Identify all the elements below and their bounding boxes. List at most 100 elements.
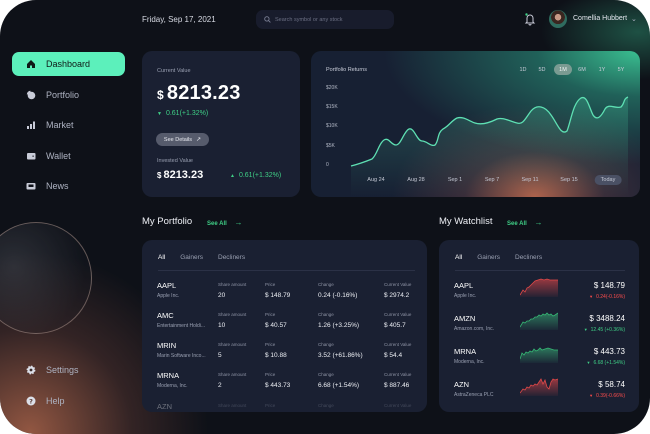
stock-change: ▼ 6.68 (+1.54%) [586,360,625,366]
change: 0.24 (-0.16%) [318,292,358,299]
sidebar-item-label: Portfolio [46,89,80,100]
watchlist-card: All Gainers Decliners AAPL Apple Inc. $ … [439,240,639,412]
current-value: $ 887.46 [384,382,410,389]
search-bar[interactable] [256,10,394,29]
watchlist-item[interactable]: AMZN Amazon.com, Inc. $ 3488.24 ▼ 12.45 (… [439,312,639,344]
table-row[interactable]: AMC Entertainment Holdi... Share amount … [142,311,427,341]
stock-price: $ 3488.24 [589,314,625,323]
newspaper-icon [26,181,36,191]
col-label-change: Change [318,342,334,347]
stock-change: ▼ 0.24(-0.16%) [589,294,625,300]
watchlist-item[interactable]: AZN AstraZeneca PLC $ 58.74 ▼ 0.39(-0.66%… [439,378,639,410]
portfolio-returns-card: Portfolio Returns 1D 5D 1M 6M 1Y 5Y $20K… [311,51,640,197]
change: 1.26 (+3.25%) [318,322,360,329]
decorative-orb [0,222,92,334]
portfolio-table-card: All Gainers Decliners AAPL Apple Inc. Sh… [142,240,427,412]
current-change: ▼ 0.61(+1.32%) [157,110,209,117]
period-1d[interactable]: 1D [519,66,527,73]
price: $ 10.88 [265,352,287,359]
tab-all[interactable]: All [158,254,174,271]
col-label-price: Price [265,282,276,287]
stock-symbol: AMC [157,311,174,320]
arrow-up-right-icon: ↗ [196,137,202,143]
col-label-price: Price [265,403,276,408]
company-name: Entertainment Holdi... [157,323,206,329]
change: 6.68 (+1.54%) [318,382,360,389]
col-label-price: Price [265,342,276,347]
price: $ 148.79 [265,292,291,299]
notification-bell-icon[interactable] [524,12,536,26]
period-1y[interactable]: 1Y [598,66,606,73]
table-row[interactable]: AZN Share amount Price Change Current Va… [142,402,427,412]
tab-gainers[interactable]: Gainers [477,254,500,261]
col-label-price: Price [265,312,276,317]
col-label-current-value: Current Value [384,403,412,408]
sidebar-item-dashboard[interactable]: Dashboard [12,52,125,76]
sidebar-item-wallet[interactable]: Wallet [12,144,125,168]
sidebar-item-market[interactable]: Market [12,113,125,137]
x-tick: Sep 15 [560,177,578,183]
user-name[interactable]: Comellia Hubbert [573,15,628,22]
current-value: $ 405.7 [384,322,406,329]
tab-all[interactable]: All [455,254,471,271]
current-date: Friday, Sep 17, 2021 [142,15,216,24]
invested-value-label: Invested Value [157,158,193,164]
table-row[interactable]: MRNA Moderna, Inc. Share amount 2 Price … [142,371,427,401]
stock-symbol: AAPL [454,281,474,290]
period-5y[interactable]: 5Y [617,66,625,73]
sidebar-item-portfolio[interactable]: Portfolio [12,83,125,107]
stock-price: $ 443.73 [593,347,625,356]
stock-change: ▼ 0.39(-0.66%) [589,393,625,399]
sidebar-item-settings[interactable]: Settings [12,358,125,382]
sidebar-item-help[interactable]: ? Help [12,389,125,413]
tab-decliners[interactable]: Decliners [515,254,543,261]
col-label-shares: Share amount [218,342,247,347]
x-tick: Sep 7 [484,177,500,183]
current-value-label: Current Value [157,68,191,74]
watchlist-section-title: My Watchlist [439,216,493,227]
company-name: Amazon.com, Inc. [454,326,495,332]
current-value: $ 54.4 [384,352,403,359]
table-row[interactable]: MRIN Marin Software Inco... Share amount… [142,341,427,371]
period-6m[interactable]: 6M [578,66,586,73]
sidebar-item-label: Dashboard [46,59,91,69]
table-row[interactable]: AAPL Apple Inc. Share amount 20 Price $ … [142,281,427,311]
arrow-right-icon: → [234,218,243,227]
avatar[interactable] [549,10,567,28]
period-1m[interactable]: 1M [554,64,572,75]
search-input[interactable] [275,16,385,23]
sparkline-chart [520,312,558,330]
sidebar-item-label: News [46,181,69,191]
watchlist-item[interactable]: MRNA Moderna, Inc. $ 443.73 ▼ 6.68 (+1.54… [439,347,639,377]
stock-price: $ 58.74 [598,380,625,389]
y-tick: 0 [326,162,329,168]
tab-decliners[interactable]: Decliners [218,254,246,261]
y-tick: $15K [326,104,338,110]
current-value: $ 2974.2 [384,292,410,299]
company-name: AstraZeneca PLC [454,392,494,398]
share-amount: 20 [218,292,226,299]
col-label-change: Change [318,282,334,287]
sidebar-item-news[interactable]: News [12,174,125,198]
tab-gainers[interactable]: Gainers [180,254,203,261]
x-tick-today[interactable]: Today [594,175,622,185]
company-name: Apple Inc. [454,293,477,299]
see-details-button[interactable]: See Details ↗ [156,133,209,146]
col-label-change: Change [318,403,334,408]
col-label-shares: Share amount [218,312,247,317]
chevron-down-icon[interactable]: ⌄ [631,16,637,23]
returns-line-chart [350,96,629,197]
watchlist-tabs: All Gainers Decliners [455,254,542,271]
period-5d[interactable]: 5D [538,66,546,73]
current-value-card: Current Value $8213.23 ▼ 0.61(+1.32%) See… [142,51,300,197]
sparkline-chart [520,278,558,297]
watchlist-see-all-link[interactable]: See All → [507,218,543,227]
portfolio-see-all-link[interactable]: See All → [207,218,243,227]
invested-value: $8213.23 [157,169,204,181]
col-label-price: Price [265,372,276,377]
stock-symbol: MRIN [157,341,177,350]
watchlist-item[interactable]: AAPL Apple Inc. $ 148.79 ▼ 0.24(-0.16%) [439,278,639,311]
sparkline-chart [520,347,558,363]
sidebar-item-label: Market [46,120,74,130]
